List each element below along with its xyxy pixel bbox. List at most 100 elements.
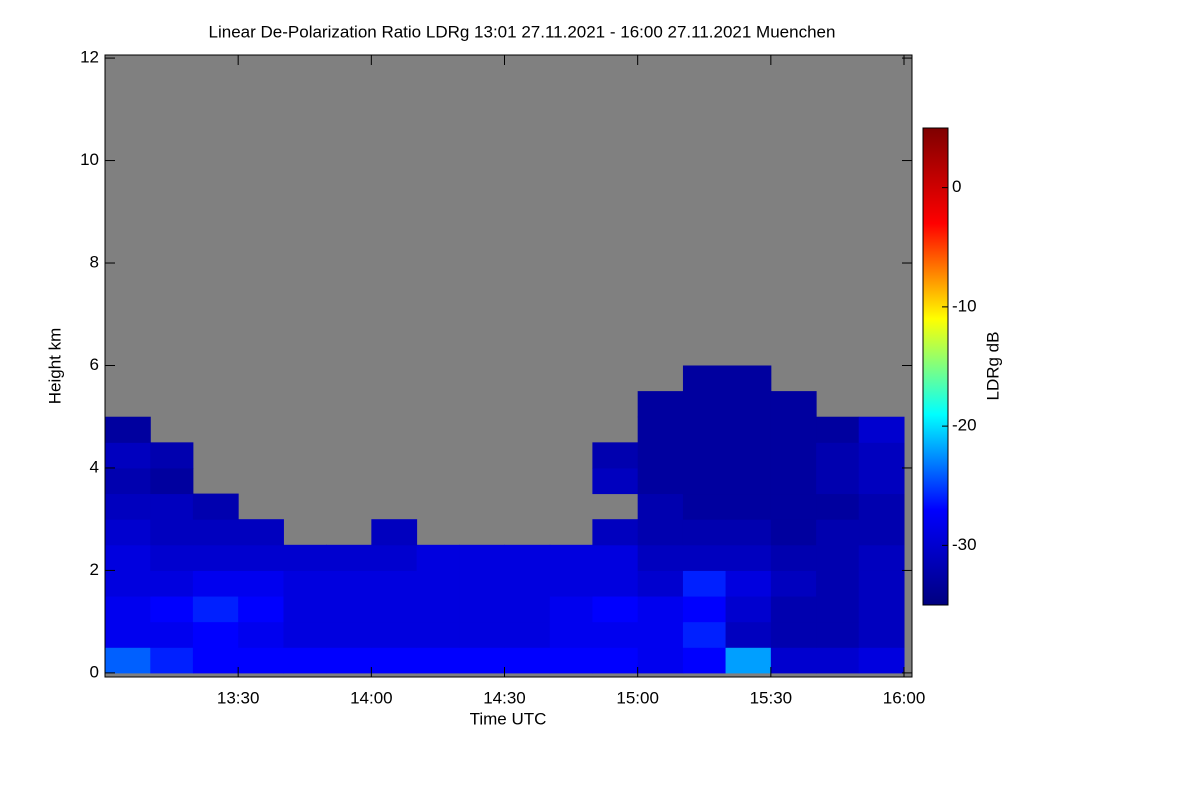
colorbar-tick-label: -20 — [952, 416, 977, 435]
heatmap-cell — [105, 647, 151, 674]
y-axis-label: Height km — [45, 328, 64, 405]
heatmap-cell — [858, 467, 905, 495]
heatmap-cell — [283, 544, 327, 571]
heatmap-cell — [592, 467, 639, 495]
heatmap-cell — [192, 570, 239, 597]
heatmap-cell — [459, 544, 506, 571]
heatmap-cell — [504, 621, 551, 648]
heatmap-cell — [105, 416, 151, 443]
heatmap-cell — [682, 621, 727, 648]
heatmap-cell — [682, 391, 727, 418]
colorbar — [922, 127, 949, 606]
heatmap-cell — [416, 570, 460, 597]
heatmap-cell — [770, 544, 817, 571]
heatmap-cell — [283, 570, 327, 597]
heatmap-cell — [725, 621, 772, 648]
heatmap-cell — [682, 365, 727, 392]
heatmap-cell — [770, 621, 817, 648]
heatmap-cell — [816, 544, 860, 571]
heatmap-cell — [416, 544, 460, 571]
heatmap-cell — [105, 621, 151, 648]
heatmap-cell — [770, 442, 817, 469]
heatmap-cell — [682, 544, 727, 571]
heatmap-cell — [770, 647, 817, 674]
heatmap-cell — [725, 365, 772, 392]
heatmap-cell — [238, 570, 284, 597]
heatmap-cell — [283, 647, 327, 674]
y-tick-label: 6 — [90, 355, 99, 374]
heatmap-cell — [504, 544, 551, 571]
heatmap-cell — [770, 519, 817, 546]
heatmap-cell — [549, 544, 593, 571]
heatmap-cell — [238, 647, 284, 674]
heatmap-cell — [816, 570, 860, 597]
heatmap-cell — [105, 493, 151, 520]
heatmap-cell — [682, 416, 727, 443]
heatmap-cell — [326, 570, 372, 597]
heatmap-cell — [770, 493, 817, 520]
heatmap-cell — [682, 570, 727, 597]
heatmap-cell — [725, 647, 772, 674]
heatmap-cell — [150, 647, 194, 674]
heatmap-cell — [192, 493, 239, 520]
heatmap-cell — [770, 570, 817, 597]
heatmap-cell — [105, 544, 151, 571]
x-tick-label: 14:00 — [350, 688, 393, 707]
colorbar-tick-label: -10 — [952, 296, 977, 315]
heatmap-cell — [549, 570, 593, 597]
colorbar-tick-label: -30 — [952, 535, 977, 554]
heatmap-cell — [682, 647, 727, 674]
heatmap-cell — [816, 493, 860, 520]
heatmap-cell — [637, 647, 684, 674]
heatmap-cell — [725, 442, 772, 469]
y-tick-label: 10 — [80, 150, 99, 169]
heatmap-cell — [816, 416, 860, 443]
heatmap-cell — [816, 647, 860, 674]
heatmap-cell — [725, 519, 772, 546]
heatmap-cell — [637, 570, 684, 597]
y-tick-label: 12 — [80, 48, 99, 67]
heatmap-cell — [637, 493, 684, 520]
heatmap-cell — [858, 647, 905, 674]
heatmap-cell — [858, 570, 905, 597]
heatmap-cell — [459, 570, 506, 597]
x-axis-label: Time UTC — [470, 709, 547, 728]
heatmap-cell — [192, 544, 239, 571]
x-tick-label: 13:30 — [217, 688, 260, 707]
heatmap-cell — [416, 621, 460, 648]
heatmap-cell — [105, 596, 151, 623]
heatmap-cell — [682, 596, 727, 623]
heatmap-cell — [592, 570, 639, 597]
heatmap-cell — [150, 544, 194, 571]
heatmap-cell — [637, 544, 684, 571]
x-tick-label: 16:00 — [883, 688, 926, 707]
heatmap-cell — [459, 621, 506, 648]
heatmap-cell — [816, 519, 860, 546]
heatmap-cell — [549, 647, 593, 674]
heatmap-cell — [238, 519, 284, 546]
heatmap-cell — [637, 596, 684, 623]
heatmap-cell — [592, 519, 639, 546]
heatmap-cell — [770, 467, 817, 495]
heatmap-cell — [326, 621, 372, 648]
x-tick-label: 15:00 — [616, 688, 659, 707]
heatmap-cell — [371, 570, 418, 597]
heatmap-cell — [682, 442, 727, 469]
heatmap-cell — [459, 647, 506, 674]
x-tick-label: 15:30 — [750, 688, 793, 707]
heatmap-cell — [858, 544, 905, 571]
heatmap-cell — [725, 467, 772, 495]
heatmap-cell — [150, 519, 194, 546]
heatmap-cell — [504, 570, 551, 597]
heatmap-cell — [549, 596, 593, 623]
heatmap-cell — [637, 621, 684, 648]
heatmap-cell — [725, 391, 772, 418]
heatmap-cell — [105, 467, 151, 495]
heatmap-cell — [150, 442, 194, 469]
heatmap-cell — [637, 519, 684, 546]
heatmap-cell — [238, 544, 284, 571]
colorbar-label: LDRg dB — [983, 332, 1002, 401]
heatmap-cell — [192, 519, 239, 546]
heatmap-cell — [725, 493, 772, 520]
